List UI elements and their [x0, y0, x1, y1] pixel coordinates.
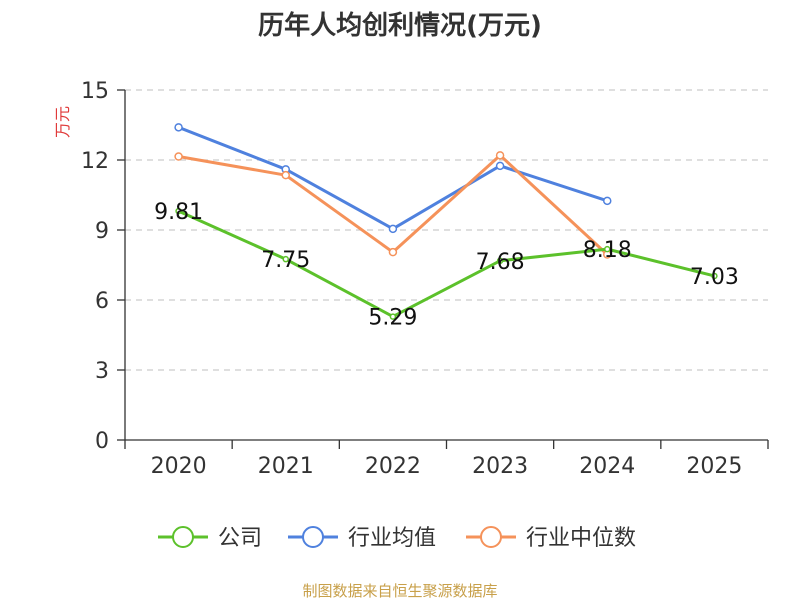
data-point[interactable]: [389, 313, 397, 320]
x-tick-label: 2021: [258, 454, 314, 479]
x-tick-label: 2024: [579, 454, 635, 479]
grid: [125, 89, 768, 371]
y-tick-label: 12: [81, 149, 109, 174]
x-tick-label: 2025: [686, 454, 742, 479]
data-labels: 9.81 7.75 5.29 7.68 8.18 7.03: [154, 200, 739, 330]
data-point[interactable]: [174, 123, 183, 132]
data-point[interactable]: [282, 255, 289, 263]
data-label: 5.29: [368, 306, 417, 331]
chart-title: 历年人均创利情况(万元): [258, 10, 542, 41]
data-point[interactable]: [281, 170, 290, 180]
data-point[interactable]: [175, 207, 182, 215]
legend-marker: [302, 526, 324, 548]
legend-marker: [172, 526, 194, 548]
series: [174, 123, 718, 320]
data-label: 7.68: [476, 250, 525, 275]
legend-item[interactable]: 公司: [158, 526, 262, 551]
data-point[interactable]: [388, 224, 398, 234]
y-axis-label: 万元: [53, 106, 72, 138]
y-tick-label: 0: [95, 429, 109, 454]
axes: 0 3 6 9 12 15 2020 2021 2022 2023 2024 2025: [81, 79, 769, 479]
data-label: 8.18: [583, 238, 632, 263]
y-tick-label: 6: [95, 289, 109, 314]
legend[interactable]: 公司 行业均值 行业中位数: [158, 526, 636, 551]
data-label: 9.81: [154, 200, 203, 225]
y-tick-label: 15: [81, 79, 109, 104]
x-tick-label: 2023: [472, 454, 528, 479]
data-point[interactable]: [495, 151, 505, 160]
legend-label: 公司: [218, 526, 262, 551]
data-point[interactable]: [603, 196, 612, 206]
legend-item[interactable]: 行业均值: [288, 526, 436, 551]
legend-label: 行业均值: [348, 526, 436, 551]
source-note: 制图数据来自恒生聚源数据库: [302, 582, 497, 600]
x-tick-label: 2022: [365, 454, 421, 479]
data-point[interactable]: [711, 272, 718, 280]
data-label: 7.03: [690, 265, 739, 290]
data-point[interactable]: [496, 257, 504, 265]
legend-marker: [480, 526, 502, 548]
y-tick-label: 3: [95, 359, 109, 384]
data-point[interactable]: [495, 161, 505, 171]
series-line: [178, 125, 608, 231]
data-point[interactable]: [388, 247, 398, 257]
x-tick-label: 2020: [151, 454, 207, 479]
legend-item[interactable]: 行业中位数: [466, 526, 636, 551]
data-label: 7.75: [261, 248, 310, 273]
data-point[interactable]: [174, 152, 183, 161]
series-line: [177, 209, 715, 319]
legend-label: 行业中位数: [526, 526, 636, 551]
data-point[interactable]: [604, 245, 611, 253]
y-tick-label: 9: [95, 219, 109, 244]
